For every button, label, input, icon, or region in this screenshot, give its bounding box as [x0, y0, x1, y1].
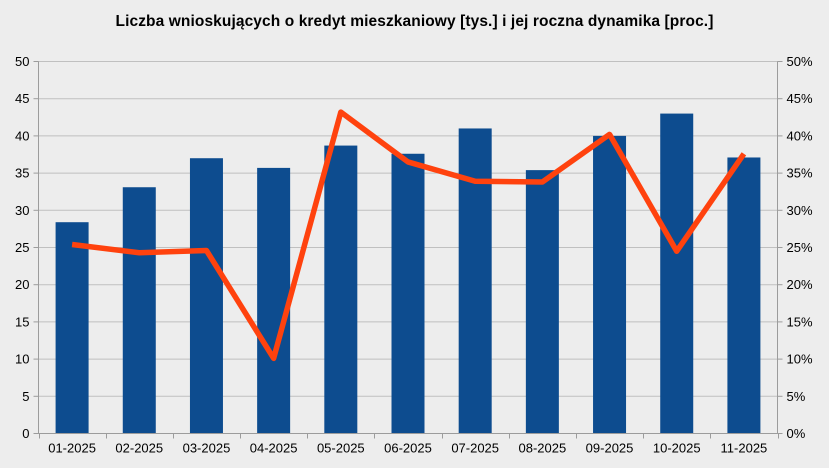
bar-01-2025 — [55, 222, 89, 434]
left-axis-tick-label: 20 — [15, 277, 29, 292]
bar-08-2025 — [525, 170, 559, 434]
right-axis-tick-label: 0% — [787, 426, 806, 441]
chart-title: Liczba wnioskujących o kredyt mieszkanio… — [115, 13, 714, 30]
x-axis-category-label: 08-2025 — [519, 441, 567, 456]
left-axis-tick-label: 10 — [15, 352, 29, 367]
right-axis-tick-label: 25% — [787, 240, 813, 255]
x-axis-category-label: 11-2025 — [721, 441, 768, 456]
bar-02-2025 — [122, 187, 156, 434]
right-axis-tick-label: 40% — [787, 128, 813, 143]
right-axis-tick-label: 45% — [787, 91, 813, 106]
x-axis-category-label: 05-2025 — [317, 441, 365, 456]
left-axis-tick-label: 40 — [15, 128, 29, 143]
bar-04-2025 — [257, 167, 291, 434]
x-axis-category-label: 07-2025 — [451, 441, 499, 456]
x-axis-category-label: 10-2025 — [653, 441, 701, 456]
bar-09-2025 — [593, 135, 627, 434]
bar-05-2025 — [324, 145, 358, 434]
bar-03-2025 — [189, 158, 223, 434]
left-axis-tick-label: 35 — [15, 166, 29, 181]
left-axis-tick-label: 30 — [15, 203, 29, 218]
bar-07-2025 — [458, 128, 492, 434]
left-axis-tick-label: 15 — [15, 314, 29, 329]
x-axis-category-label: 06-2025 — [384, 441, 432, 456]
right-axis-tick-label: 15% — [787, 314, 813, 329]
dynamics-line — [71, 109, 747, 362]
bar-10-2025 — [660, 113, 694, 434]
left-axis-tick-label: 0 — [22, 426, 29, 441]
right-axis-tick-label: 35% — [787, 166, 813, 181]
left-axis-tick-label: 50 — [15, 54, 29, 69]
left-axis-tick-label: 25 — [15, 240, 29, 255]
x-axis-category-label: 04-2025 — [250, 441, 298, 456]
right-axis-tick-label: 30% — [787, 203, 813, 218]
bar-11-2025 — [727, 157, 761, 434]
right-axis-tick-label: 10% — [787, 352, 813, 367]
right-axis-tick-label: 5% — [787, 389, 806, 404]
right-axis-tick-label: 20% — [787, 277, 813, 292]
bar-06-2025 — [391, 153, 425, 434]
x-axis-category-label: 03-2025 — [183, 441, 231, 456]
x-axis-category-label: 09-2025 — [586, 441, 634, 456]
x-axis-category-label: 01-2025 — [48, 441, 96, 456]
x-axis-category-label: 02-2025 — [115, 441, 163, 456]
left-axis-tick-label: 5 — [22, 389, 29, 404]
left-axis-tick-label: 45 — [15, 91, 29, 106]
right-axis-tick-label: 50% — [787, 54, 813, 69]
